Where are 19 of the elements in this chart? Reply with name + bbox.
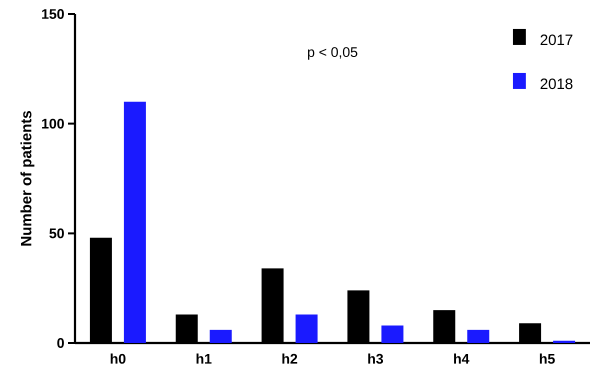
y-tick-label: 0 [57, 338, 64, 348]
legend-label: 2017 [540, 34, 572, 46]
y-axis-title: Number of patients [20, 111, 34, 246]
bar [296, 314, 318, 343]
x-tick-label: h1 [196, 354, 212, 364]
x-tick-label: h3 [368, 354, 384, 364]
annotation: p < 0,05 [308, 47, 358, 60]
bar [381, 325, 404, 343]
bar [467, 330, 490, 343]
y-tick-label: 150 [42, 9, 64, 19]
x-tick-label: h2 [282, 354, 298, 364]
legend-label: 2018 [540, 78, 572, 90]
x-tick-label: h0 [110, 354, 126, 364]
bar [210, 330, 232, 343]
x-tick-label: h4 [454, 354, 470, 364]
bar [124, 102, 146, 343]
x-tick-label: h5 [540, 354, 555, 364]
y-tick-label: 50 [49, 228, 64, 238]
y-tick-label: 100 [42, 118, 64, 129]
